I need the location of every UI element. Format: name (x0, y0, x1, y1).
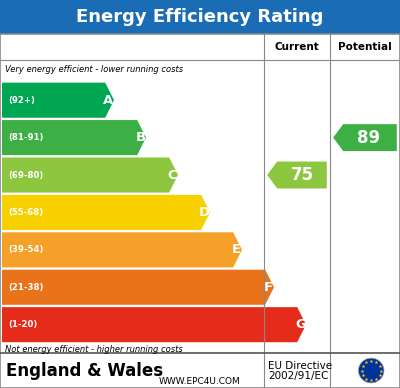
Text: WWW.EPC4U.COM: WWW.EPC4U.COM (159, 376, 241, 386)
Polygon shape (2, 120, 146, 155)
Text: (81-91): (81-91) (8, 133, 43, 142)
Polygon shape (2, 83, 114, 118)
Text: EU Directive: EU Directive (268, 361, 332, 371)
Text: Potential: Potential (338, 42, 392, 52)
Text: D: D (199, 206, 210, 219)
Polygon shape (2, 158, 178, 192)
Text: 89: 89 (358, 128, 380, 147)
Bar (0, 0, 400, 34)
Text: (21-38): (21-38) (8, 283, 43, 292)
Text: (92+): (92+) (8, 96, 35, 105)
Polygon shape (333, 124, 397, 151)
Text: Very energy efficient - lower running costs: Very energy efficient - lower running co… (5, 64, 183, 74)
Text: (1-20): (1-20) (8, 320, 37, 329)
Polygon shape (267, 161, 327, 189)
Polygon shape (2, 307, 306, 342)
Text: (69-80): (69-80) (8, 170, 43, 180)
Text: F: F (264, 281, 273, 294)
Text: G: G (295, 318, 306, 331)
Polygon shape (2, 195, 210, 230)
Polygon shape (2, 232, 242, 267)
Circle shape (358, 358, 384, 383)
Text: B: B (135, 131, 146, 144)
Text: (39-54): (39-54) (8, 245, 43, 255)
Text: E: E (232, 243, 241, 256)
Text: (55-68): (55-68) (8, 208, 43, 217)
Text: England & Wales: England & Wales (6, 362, 163, 379)
Text: Not energy efficient - higher running costs: Not energy efficient - higher running co… (5, 345, 182, 354)
Text: Current: Current (275, 42, 319, 52)
Text: C: C (168, 168, 177, 182)
Text: 75: 75 (291, 166, 314, 184)
Polygon shape (2, 270, 274, 305)
Text: Energy Efficiency Rating: Energy Efficiency Rating (76, 8, 324, 26)
Text: 2002/91/EC: 2002/91/EC (268, 371, 328, 381)
Text: A: A (103, 94, 114, 107)
